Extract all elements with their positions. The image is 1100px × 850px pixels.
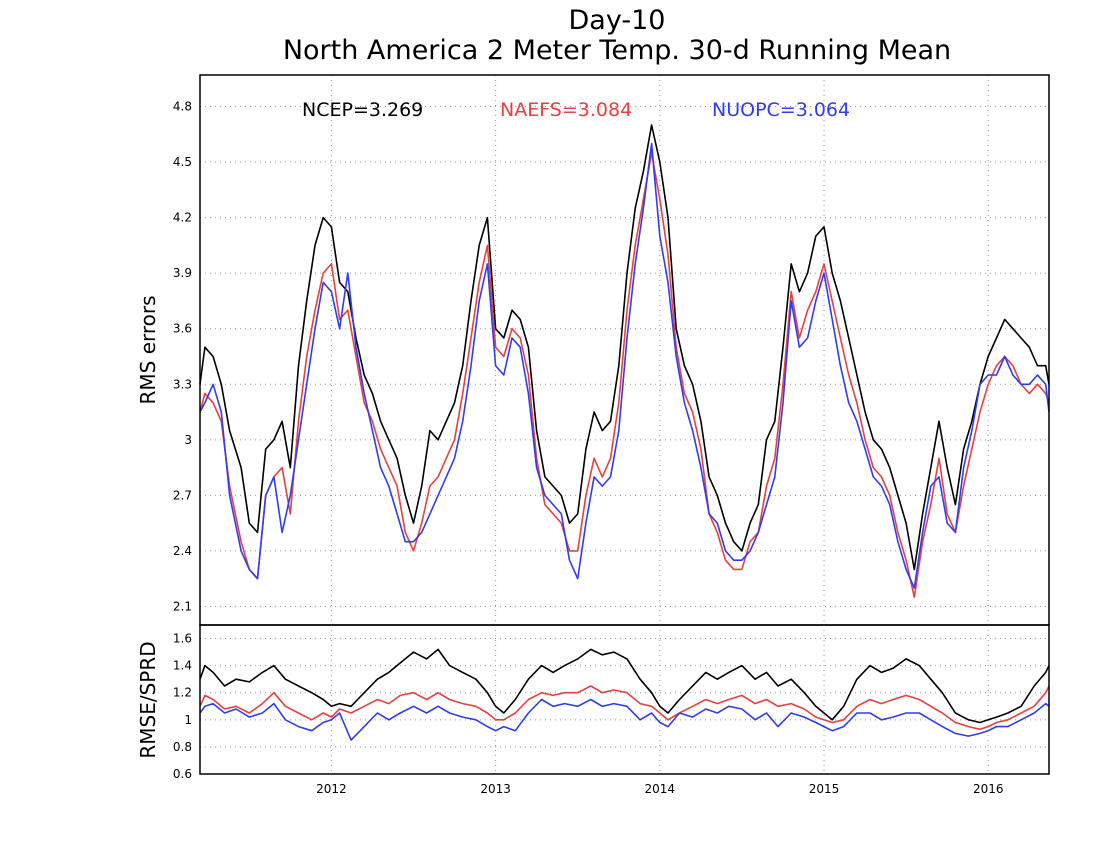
x-tick-label: 2012 [316,782,347,796]
bottom-y-tick-label: 1.6 [173,632,192,646]
top-series-line-ncep [199,124,1050,571]
legend-nuopc: NUOPC=3.064 [712,99,850,121]
bottom-y-axis-label: RMSE/SPRD [136,641,160,758]
chart-subtitle: North America 2 Meter Temp. 30-d Running… [283,35,951,66]
top-y-tick-label: 3 [184,433,192,447]
bottom-series-line-ncep [199,648,1050,724]
bottom-y-tick-label: 0.8 [173,740,192,754]
legend-naefs: NAEFS=3.084 [500,99,632,121]
bottom-panel: 0.6 0.8 1 1.2 1.4 1.6 2012 2013 2014 2015 2016 [173,624,1050,796]
top-y-tick-label: 4.8 [173,99,192,113]
top-series-line-naefs [199,152,1050,599]
top-y-tick-label: 2.7 [173,488,192,502]
chart-title: Day-10 [569,5,666,36]
x-tick-label: 2013 [480,782,511,796]
top-y-tick-label: 4.2 [173,211,192,225]
x-tick-label: 2015 [809,782,840,796]
x-tick-label: 2016 [973,782,1004,796]
top-y-tick-label: 2.4 [173,544,192,558]
bottom-y-tick-label: 1 [184,713,192,727]
top-y-axis-label: RMS errors [136,295,160,404]
top-y-tick-label: 4.5 [173,155,192,169]
x-tick-label: 2014 [645,782,676,796]
top-y-tick-label: 3.3 [173,377,192,391]
top-y-tick-label: 3.6 [173,322,192,336]
legend-ncep: NCEP=3.269 [302,99,423,121]
top-series-line-nuopc [199,142,1050,589]
bottom-plot-frame [199,624,1050,775]
bottom-y-tick-label: 0.6 [173,767,192,781]
top-y-tick-label: 2.1 [173,599,192,613]
bottom-series-line-nuopc [199,698,1050,741]
top-y-tick-label: 3.9 [173,266,192,280]
bottom-y-tick-label: 1.4 [173,659,192,673]
bottom-series-line-naefs [199,685,1050,731]
bottom-y-tick-label: 1.2 [173,686,192,700]
top-panel: 2.1 2.4 2.7 3 3.3 3.6 3.9 4.2 4.5 4.8 [173,74,1050,626]
